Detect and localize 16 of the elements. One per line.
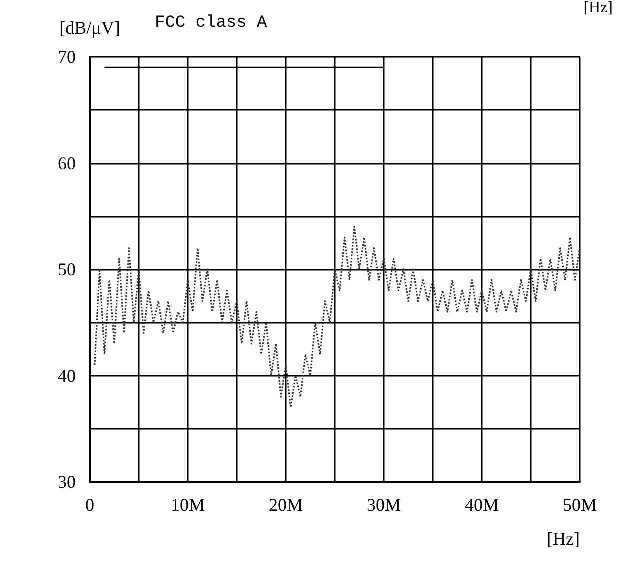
y-axis-title: [dB/μV] bbox=[60, 18, 120, 38]
x-tick-label: 40M bbox=[464, 495, 500, 515]
x-tick-label: 20M bbox=[268, 495, 304, 515]
y-tick-label: 70 bbox=[58, 47, 76, 67]
x-tick-label: 50M bbox=[562, 495, 598, 515]
y-tick-label: 60 bbox=[58, 153, 76, 174]
x-tick-label: 0 bbox=[86, 495, 94, 515]
y-tick-label: 40 bbox=[58, 366, 76, 386]
text: [Hz] bbox=[584, 0, 613, 16]
y-tick-label: 30 bbox=[58, 472, 76, 492]
line-series bbox=[94, 226, 581, 408]
chart-title: FCC class A bbox=[155, 14, 268, 33]
x-tick-label: 30M bbox=[366, 495, 402, 515]
y-tick-label: 50 bbox=[58, 260, 76, 280]
x-axis-title: [Hz] bbox=[547, 529, 580, 549]
x-tick-label: 10M bbox=[170, 495, 206, 515]
